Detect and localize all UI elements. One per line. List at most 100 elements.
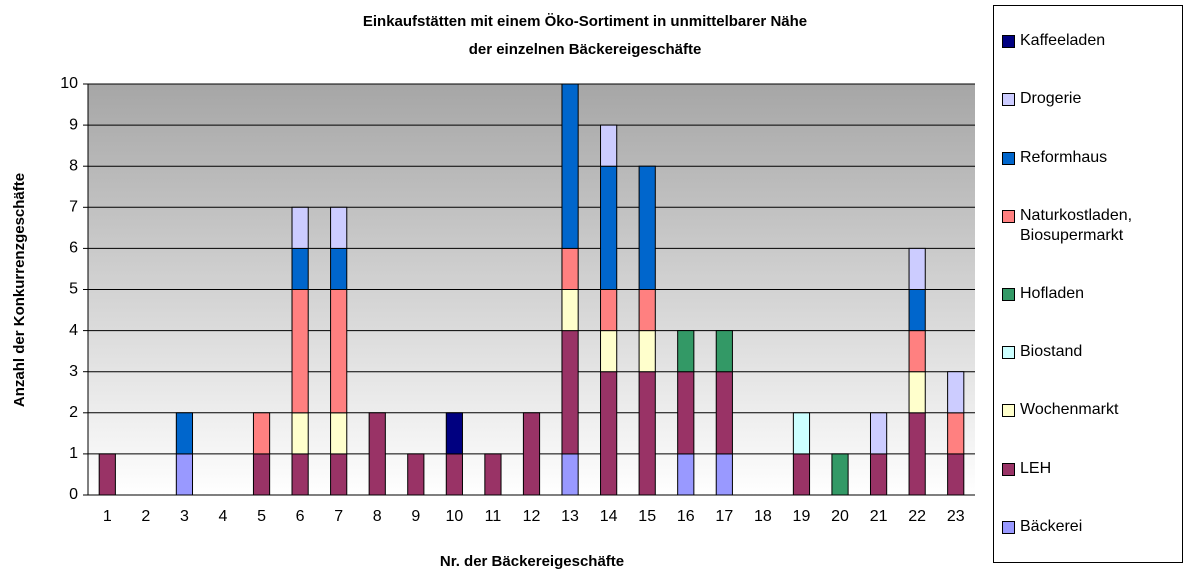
bar-segment	[330, 412, 348, 455]
bar-segment	[252, 453, 271, 496]
legend-label: Wochenmarkt	[1020, 401, 1119, 419]
bar-segment	[445, 412, 463, 455]
bar-segment	[175, 412, 194, 455]
bar-segment	[638, 165, 656, 290]
bar-segment	[715, 371, 733, 455]
bar-segment	[484, 453, 502, 496]
y-tick-label: 8	[69, 157, 78, 174]
y-tick-label: 1	[69, 445, 78, 462]
legend-item: Biostand	[1002, 342, 1182, 362]
bar-segment	[330, 289, 348, 414]
legend-item: Drogerie	[1002, 89, 1182, 109]
x-tick-label: 11	[485, 508, 502, 525]
bar-segment	[947, 453, 965, 496]
bar-segment	[291, 412, 309, 455]
x-tick-label: 8	[373, 508, 382, 525]
legend-swatch	[1002, 520, 1015, 534]
legend-swatch	[1002, 93, 1015, 107]
bar-segment	[638, 371, 656, 496]
legend-item: Naturkostladen, Biosupermarkt	[1002, 206, 1182, 246]
bar-segment	[368, 412, 386, 496]
bar-segment	[330, 453, 348, 496]
bar-segment	[831, 453, 849, 496]
x-tick-label: 13	[561, 508, 579, 525]
y-tick-label: 6	[69, 240, 78, 257]
bar-segment	[252, 412, 271, 455]
legend-swatch	[1002, 287, 1015, 301]
bar-segment	[561, 289, 579, 332]
x-tick-label: 14	[600, 508, 618, 525]
legend-label: Reformhaus	[1020, 148, 1108, 166]
y-tick-label: 3	[69, 363, 78, 380]
bar-segment	[869, 453, 888, 496]
bar-segment	[600, 165, 618, 290]
bar-segment	[638, 330, 656, 373]
bar-segment	[600, 124, 618, 167]
legend-label: Drogerie	[1020, 90, 1082, 108]
legend-label: Biostand	[1020, 343, 1083, 361]
legend-item: Kaffeeladen	[1002, 31, 1182, 51]
bar-segment	[947, 412, 965, 455]
bar-segment	[561, 330, 579, 455]
y-tick-label: 4	[69, 322, 78, 339]
x-tick-label: 12	[523, 508, 541, 525]
bar-segment	[677, 330, 695, 373]
bar-segment	[908, 330, 926, 373]
x-tick-label: 2	[141, 508, 150, 525]
y-tick-label: 9	[69, 116, 78, 133]
x-tick-label: 4	[219, 508, 228, 525]
bar-segment	[561, 453, 579, 496]
bar-segment	[561, 83, 579, 249]
chart-title: Einkaufstätten mit einem Öko-Sortiment i…	[363, 13, 807, 30]
x-tick-label: 3	[180, 508, 189, 525]
legend-label: Hofladen	[1020, 284, 1085, 302]
bar-segment	[792, 453, 811, 496]
y-tick-label: 7	[69, 199, 78, 216]
bar-segment	[908, 412, 926, 496]
x-tick-label: 21	[870, 508, 888, 525]
x-tick-label: 10	[445, 508, 463, 525]
legend-swatch	[1002, 346, 1015, 360]
x-tick-label: 9	[411, 508, 420, 525]
legend-item: Bäckerei	[1002, 517, 1182, 537]
x-tick-label: 22	[908, 508, 926, 525]
bar-segment	[715, 453, 733, 496]
bar-segment	[522, 412, 541, 496]
legend-swatch	[1002, 462, 1015, 476]
x-tick-label: 15	[638, 508, 656, 525]
bar-segment	[600, 289, 618, 332]
bar-segment	[291, 247, 309, 290]
legend-item: Wochenmarkt	[1002, 400, 1182, 420]
bar-segment	[947, 371, 965, 414]
legend-swatch	[1002, 404, 1015, 418]
bar-segment	[677, 371, 695, 455]
bar-segment	[869, 412, 888, 455]
bar-segment	[600, 371, 618, 496]
y-tick-label: 0	[69, 486, 78, 503]
x-tick-label: 18	[754, 508, 772, 525]
bar-segment	[98, 453, 116, 496]
bar-segment	[561, 247, 579, 290]
legend-item: LEH	[1002, 459, 1182, 479]
x-tick-label: 1	[103, 508, 112, 525]
y-axis-label: Anzahl der Konkurrenzgeschäfte	[11, 173, 28, 407]
bar-segment	[677, 453, 695, 496]
chart: Einkaufstätten mit einem Öko-Sortiment i…	[11, 13, 975, 570]
chart-title: der einzelnen Bäckereigeschäfte	[469, 41, 702, 58]
y-tick-label: 5	[69, 281, 78, 298]
legend-swatch	[1002, 209, 1015, 223]
x-tick-label: 19	[793, 508, 811, 525]
bar-segment	[908, 371, 926, 414]
bar-segment	[792, 412, 811, 455]
bar-segment	[330, 247, 348, 290]
x-tick-label: 7	[334, 508, 343, 525]
bar-segment	[330, 206, 348, 249]
legend-swatch	[1002, 35, 1015, 49]
x-tick-label: 16	[677, 508, 695, 525]
bar-segment	[908, 289, 926, 332]
x-tick-label: 6	[296, 508, 305, 525]
bar-segment	[445, 453, 463, 496]
bar-segment	[291, 453, 309, 496]
legend-label: Naturkostladen, Biosupermarkt	[1020, 206, 1133, 244]
